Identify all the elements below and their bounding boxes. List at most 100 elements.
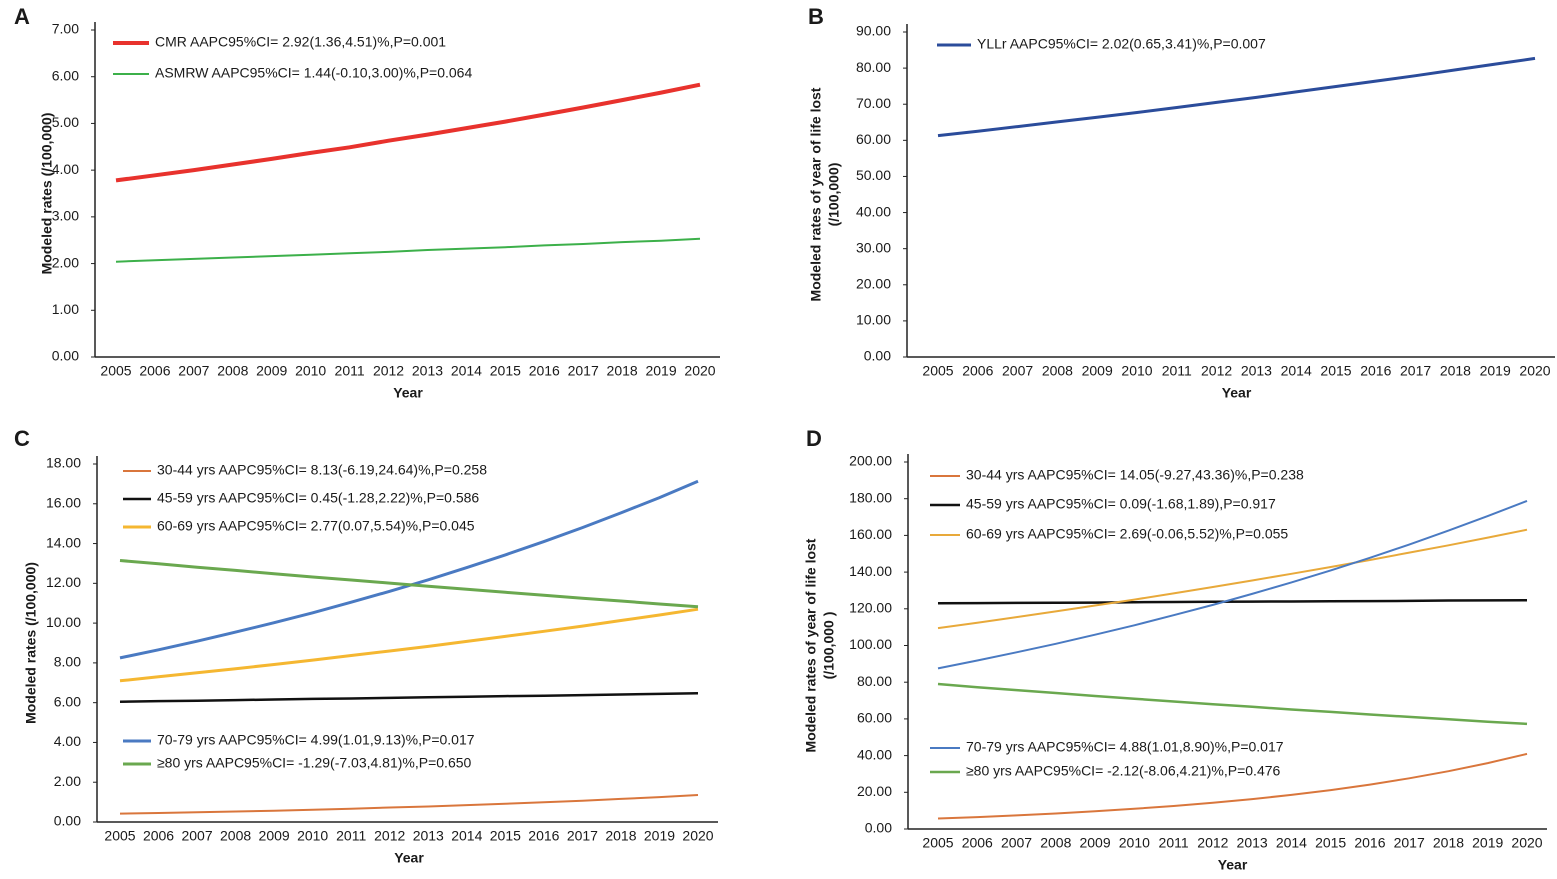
x-tick-label: 2007 xyxy=(1001,835,1032,851)
panel: B 0.00 10.00 20.00 30.00 40.00 50.00 60.00 70.00… xyxy=(808,4,1555,401)
legend-label: 30-44 yrs AAPC95%CI= 14.05(-9.27,43.36)%… xyxy=(966,467,1304,483)
data-line xyxy=(937,56,1536,138)
panel: C 0.00 2.00 4.00 6.00 8.00 10.00 12.00 14.00 16.0… xyxy=(14,426,718,866)
x-tick-label: 2016 xyxy=(529,363,560,379)
data-line xyxy=(937,682,1528,726)
y-tick-label: 40.00 xyxy=(857,746,892,762)
x-axis-title: Year xyxy=(1218,857,1248,873)
x-tick-label: 2019 xyxy=(644,828,675,844)
x-tick-label: 2016 xyxy=(1354,835,1385,851)
y-tick-label: 20.00 xyxy=(856,275,891,291)
y-tick-label: 0.00 xyxy=(865,820,892,836)
x-tick-label: 2005 xyxy=(104,828,135,844)
panel-label: D xyxy=(806,426,822,451)
x-tick-label: 2017 xyxy=(1400,363,1431,379)
data-line xyxy=(115,82,701,183)
x-tick-label: 2017 xyxy=(1394,835,1425,851)
x-tick-label: 2016 xyxy=(1360,363,1391,379)
y-tick-label: 2.00 xyxy=(52,254,79,270)
x-tick-label: 2020 xyxy=(684,363,715,379)
x-tick-label: 2007 xyxy=(178,363,209,379)
x-tick-label: 2009 xyxy=(1079,835,1110,851)
y-tick-label: 2.00 xyxy=(54,773,81,789)
x-tick-label: 2018 xyxy=(1433,835,1464,851)
x-tick-label: 2014 xyxy=(1281,363,1312,379)
data-line xyxy=(937,752,1528,820)
x-tick-label: 2008 xyxy=(1040,835,1071,851)
x-tick-label: 2013 xyxy=(413,828,444,844)
y-tick-label: 6.00 xyxy=(54,693,81,709)
y-tick-label: 200.00 xyxy=(849,453,892,469)
x-tick-label: 2012 xyxy=(1201,363,1232,379)
x-tick-label: 2017 xyxy=(567,828,598,844)
y-tick-label: 90.00 xyxy=(856,23,891,39)
data-line xyxy=(119,794,699,815)
y-tick-label: 80.00 xyxy=(857,673,892,689)
x-tick-label: 2014 xyxy=(451,363,482,379)
legend-label: 30-44 yrs AAPC95%CI= 8.13(-6.19,24.64)%,… xyxy=(157,462,487,478)
y-tick-label: 18.00 xyxy=(46,455,81,471)
x-tick-label: 2006 xyxy=(962,363,993,379)
legend-label: ≥80 yrs AAPC95%CI= -2.12(-8.06,4.21)%,P=… xyxy=(966,763,1281,779)
x-tick-label: 2011 xyxy=(1162,363,1192,379)
y-tick-label: 4.00 xyxy=(54,733,81,749)
y-tick-label: 30.00 xyxy=(856,239,891,255)
y-tick-label: 120.00 xyxy=(849,600,892,616)
x-axis-title: Year xyxy=(394,850,424,866)
y-tick-label: 14.00 xyxy=(46,534,81,550)
y-tick-label: 60.00 xyxy=(856,131,891,147)
y-tick-label: 40.00 xyxy=(856,203,891,219)
x-tick-label: 2020 xyxy=(682,828,713,844)
x-tick-label: 2012 xyxy=(373,363,404,379)
x-tick-label: 2018 xyxy=(1440,363,1471,379)
y-tick-label: 160.00 xyxy=(849,526,892,542)
y-axis-title: (/100,000 ) xyxy=(821,612,837,680)
x-tick-label: 2010 xyxy=(295,363,326,379)
x-tick-label: 2013 xyxy=(412,363,443,379)
y-tick-label: 0.00 xyxy=(54,813,81,829)
y-tick-label: 180.00 xyxy=(849,489,892,505)
y-tick-label: 80.00 xyxy=(856,59,891,75)
legend-label: 60-69 yrs AAPC95%CI= 2.77(0.07,5.54)%,P=… xyxy=(157,518,475,534)
y-tick-label: 6.00 xyxy=(52,67,79,83)
x-tick-label: 2008 xyxy=(220,828,251,844)
x-tick-label: 2010 xyxy=(1121,363,1152,379)
x-tick-label: 2013 xyxy=(1237,835,1268,851)
y-axis-title: Modeled rates of year of life lost xyxy=(803,538,819,752)
x-tick-label: 2020 xyxy=(1519,363,1550,379)
x-tick-label: 2015 xyxy=(490,828,521,844)
y-axis-title: (/100,000) xyxy=(826,163,842,227)
x-tick-label: 2016 xyxy=(528,828,559,844)
y-tick-label: 20.00 xyxy=(857,783,892,799)
x-tick-label: 2005 xyxy=(922,835,953,851)
data-line xyxy=(119,607,699,683)
y-tick-label: 0.00 xyxy=(864,348,891,364)
legend-label: 60-69 yrs AAPC95%CI= 2.69(-0.06,5.52)%,P… xyxy=(966,526,1288,542)
y-tick-label: 1.00 xyxy=(52,301,79,317)
panel: D 0.00 20.00 40.00 60.00 80.00 100.00 120.00 140… xyxy=(803,426,1547,873)
x-tick-label: 2011 xyxy=(335,363,365,379)
data-line xyxy=(119,479,699,660)
x-tick-label: 2012 xyxy=(374,828,405,844)
y-tick-label: 60.00 xyxy=(857,710,892,726)
data-line xyxy=(937,528,1528,630)
panel-label: B xyxy=(808,4,824,29)
data-line xyxy=(937,499,1528,670)
x-tick-label: 2006 xyxy=(139,363,170,379)
legend-label: 70-79 yrs AAPC95%CI= 4.88(1.01,8.90)%,P=… xyxy=(966,739,1284,755)
x-tick-label: 2006 xyxy=(143,828,174,844)
x-tick-label: 2014 xyxy=(451,828,482,844)
y-tick-label: 10.00 xyxy=(46,614,81,630)
x-tick-label: 2014 xyxy=(1276,835,1307,851)
legend-label: ≥80 yrs AAPC95%CI= -1.29(-7.03,4.81)%,P=… xyxy=(157,755,472,771)
x-tick-label: 2015 xyxy=(1320,363,1351,379)
x-tick-label: 2013 xyxy=(1241,363,1272,379)
x-tick-label: 2009 xyxy=(1082,363,1113,379)
y-tick-label: 70.00 xyxy=(856,95,891,111)
x-tick-label: 2019 xyxy=(1472,835,1503,851)
x-tick-label: 2010 xyxy=(1119,835,1150,851)
y-tick-label: 4.00 xyxy=(52,161,79,177)
x-tick-label: 2007 xyxy=(181,828,212,844)
data-line xyxy=(937,598,1528,605)
y-tick-label: 16.00 xyxy=(46,494,81,510)
